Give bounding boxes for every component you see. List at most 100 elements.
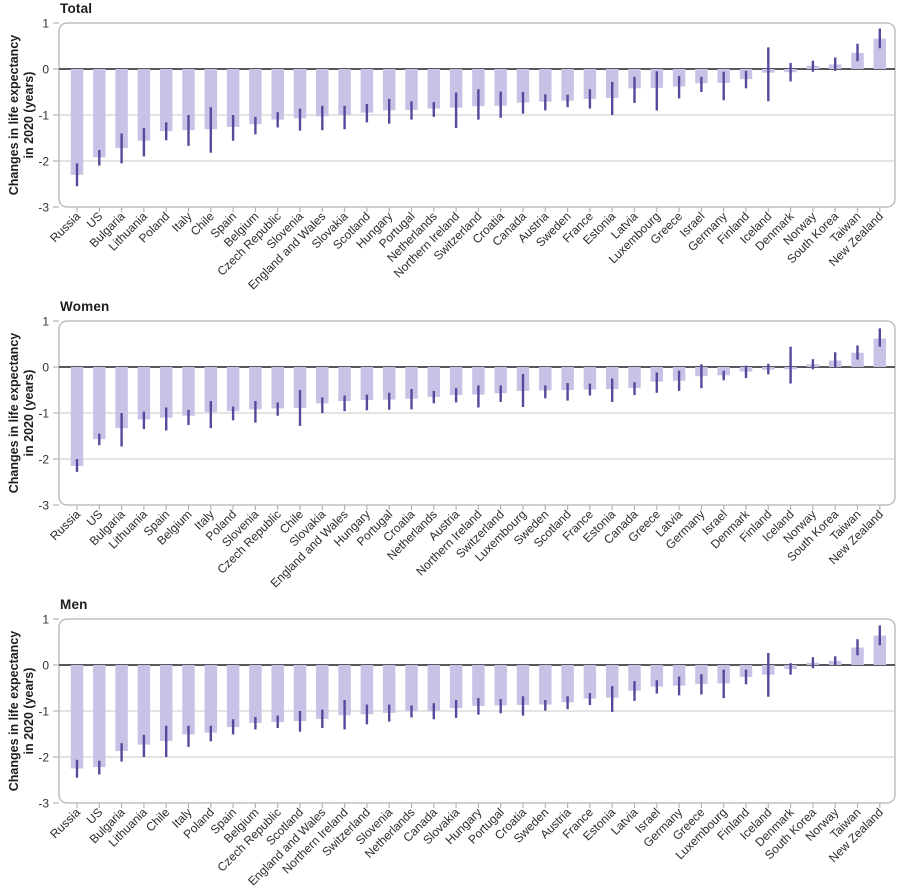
bar — [539, 69, 552, 102]
bar — [605, 665, 619, 698]
x-axis: Russia USBulgariaLithuaniaPolandItalyChil… — [47, 207, 886, 292]
bar — [316, 665, 329, 719]
bar — [628, 665, 641, 691]
bar — [338, 69, 351, 115]
error-bars — [75, 328, 881, 472]
bar — [472, 69, 485, 107]
bar — [650, 665, 664, 687]
x-tick-label: Russia — [47, 209, 83, 245]
bar — [137, 367, 151, 420]
bar — [472, 665, 485, 706]
bar — [204, 665, 218, 733]
bar — [516, 69, 530, 103]
bar — [293, 665, 307, 722]
panel-women: Changes in life expectancy in 2020 (year… — [0, 298, 905, 596]
bar — [338, 665, 351, 716]
bar — [93, 69, 106, 158]
bar — [137, 69, 151, 141]
bar — [271, 665, 284, 723]
panel-title-men: Men — [60, 597, 88, 612]
bar — [695, 69, 708, 84]
panel-title-women: Women — [60, 299, 110, 314]
bar — [360, 367, 374, 401]
bar — [316, 367, 329, 404]
bar — [605, 367, 619, 390]
x-tick-label: Russia — [47, 507, 83, 543]
error-bars — [75, 625, 881, 778]
x-axis: Russia USBulgariaLithuaniaSpainBelgiumIta… — [47, 505, 886, 590]
bars — [70, 635, 887, 769]
bar — [293, 69, 307, 119]
bar — [628, 367, 641, 389]
bar — [672, 665, 686, 686]
bar — [293, 367, 307, 408]
bar — [539, 665, 552, 705]
bar — [516, 665, 530, 706]
bar — [472, 367, 485, 395]
bar — [449, 367, 463, 396]
bar — [494, 367, 507, 394]
y-tick-label: 0 — [42, 659, 49, 673]
y-tick-label: 0 — [42, 63, 49, 77]
bar — [226, 665, 240, 728]
y-tick-label: -2 — [38, 453, 49, 467]
bar — [851, 352, 864, 367]
y-tick-label: -3 — [38, 201, 49, 215]
y-tick-label: 0 — [42, 361, 49, 375]
y-tick-label: -3 — [38, 499, 49, 513]
panel-men: Changes in life expectancy in 2020 (year… — [0, 596, 905, 894]
bar — [271, 367, 284, 409]
bar — [249, 665, 262, 723]
bar — [249, 69, 262, 125]
bar — [159, 665, 173, 741]
bar — [182, 69, 195, 131]
gridlines — [59, 412, 895, 460]
bar — [93, 367, 106, 440]
bar — [427, 69, 441, 109]
gridlines — [59, 114, 895, 162]
bar — [115, 69, 128, 149]
y-tick-label: -2 — [38, 155, 49, 169]
bar — [360, 665, 374, 715]
bar — [449, 69, 463, 108]
y-tick-label: -3 — [38, 797, 49, 811]
bars — [70, 38, 887, 175]
y-tick-label: -1 — [38, 109, 49, 123]
bar — [382, 665, 396, 713]
bar — [561, 367, 574, 390]
bar — [561, 665, 574, 703]
gridlines — [59, 710, 895, 758]
bar — [182, 367, 195, 416]
bar — [873, 338, 887, 367]
bar — [204, 69, 218, 130]
bar — [249, 367, 262, 410]
bar — [851, 647, 864, 665]
bar — [70, 69, 84, 175]
bar — [338, 367, 351, 402]
bar — [137, 665, 151, 745]
bar — [405, 69, 418, 110]
bar — [583, 69, 597, 99]
bar — [427, 665, 441, 711]
bar — [159, 367, 173, 418]
bar — [382, 367, 396, 400]
y-axis: 1 0 -1 -2 -3 — [38, 613, 59, 811]
bar — [70, 665, 84, 769]
bar — [316, 69, 329, 117]
bar — [182, 665, 195, 735]
bar — [427, 367, 441, 397]
y-axis: 1 0 -1 -2 -3 — [38, 315, 59, 513]
bar — [583, 665, 597, 699]
y-tick-label: -1 — [38, 705, 49, 719]
bar — [159, 69, 173, 132]
bar — [382, 69, 396, 111]
bar — [561, 69, 574, 101]
bar — [873, 635, 887, 665]
x-axis: Russia USBulgariaLithuaniaChileItalyPolan… — [47, 803, 886, 888]
bar — [449, 665, 463, 709]
bar — [494, 69, 507, 106]
y-tick-label: 1 — [42, 17, 49, 31]
bar — [93, 665, 106, 768]
